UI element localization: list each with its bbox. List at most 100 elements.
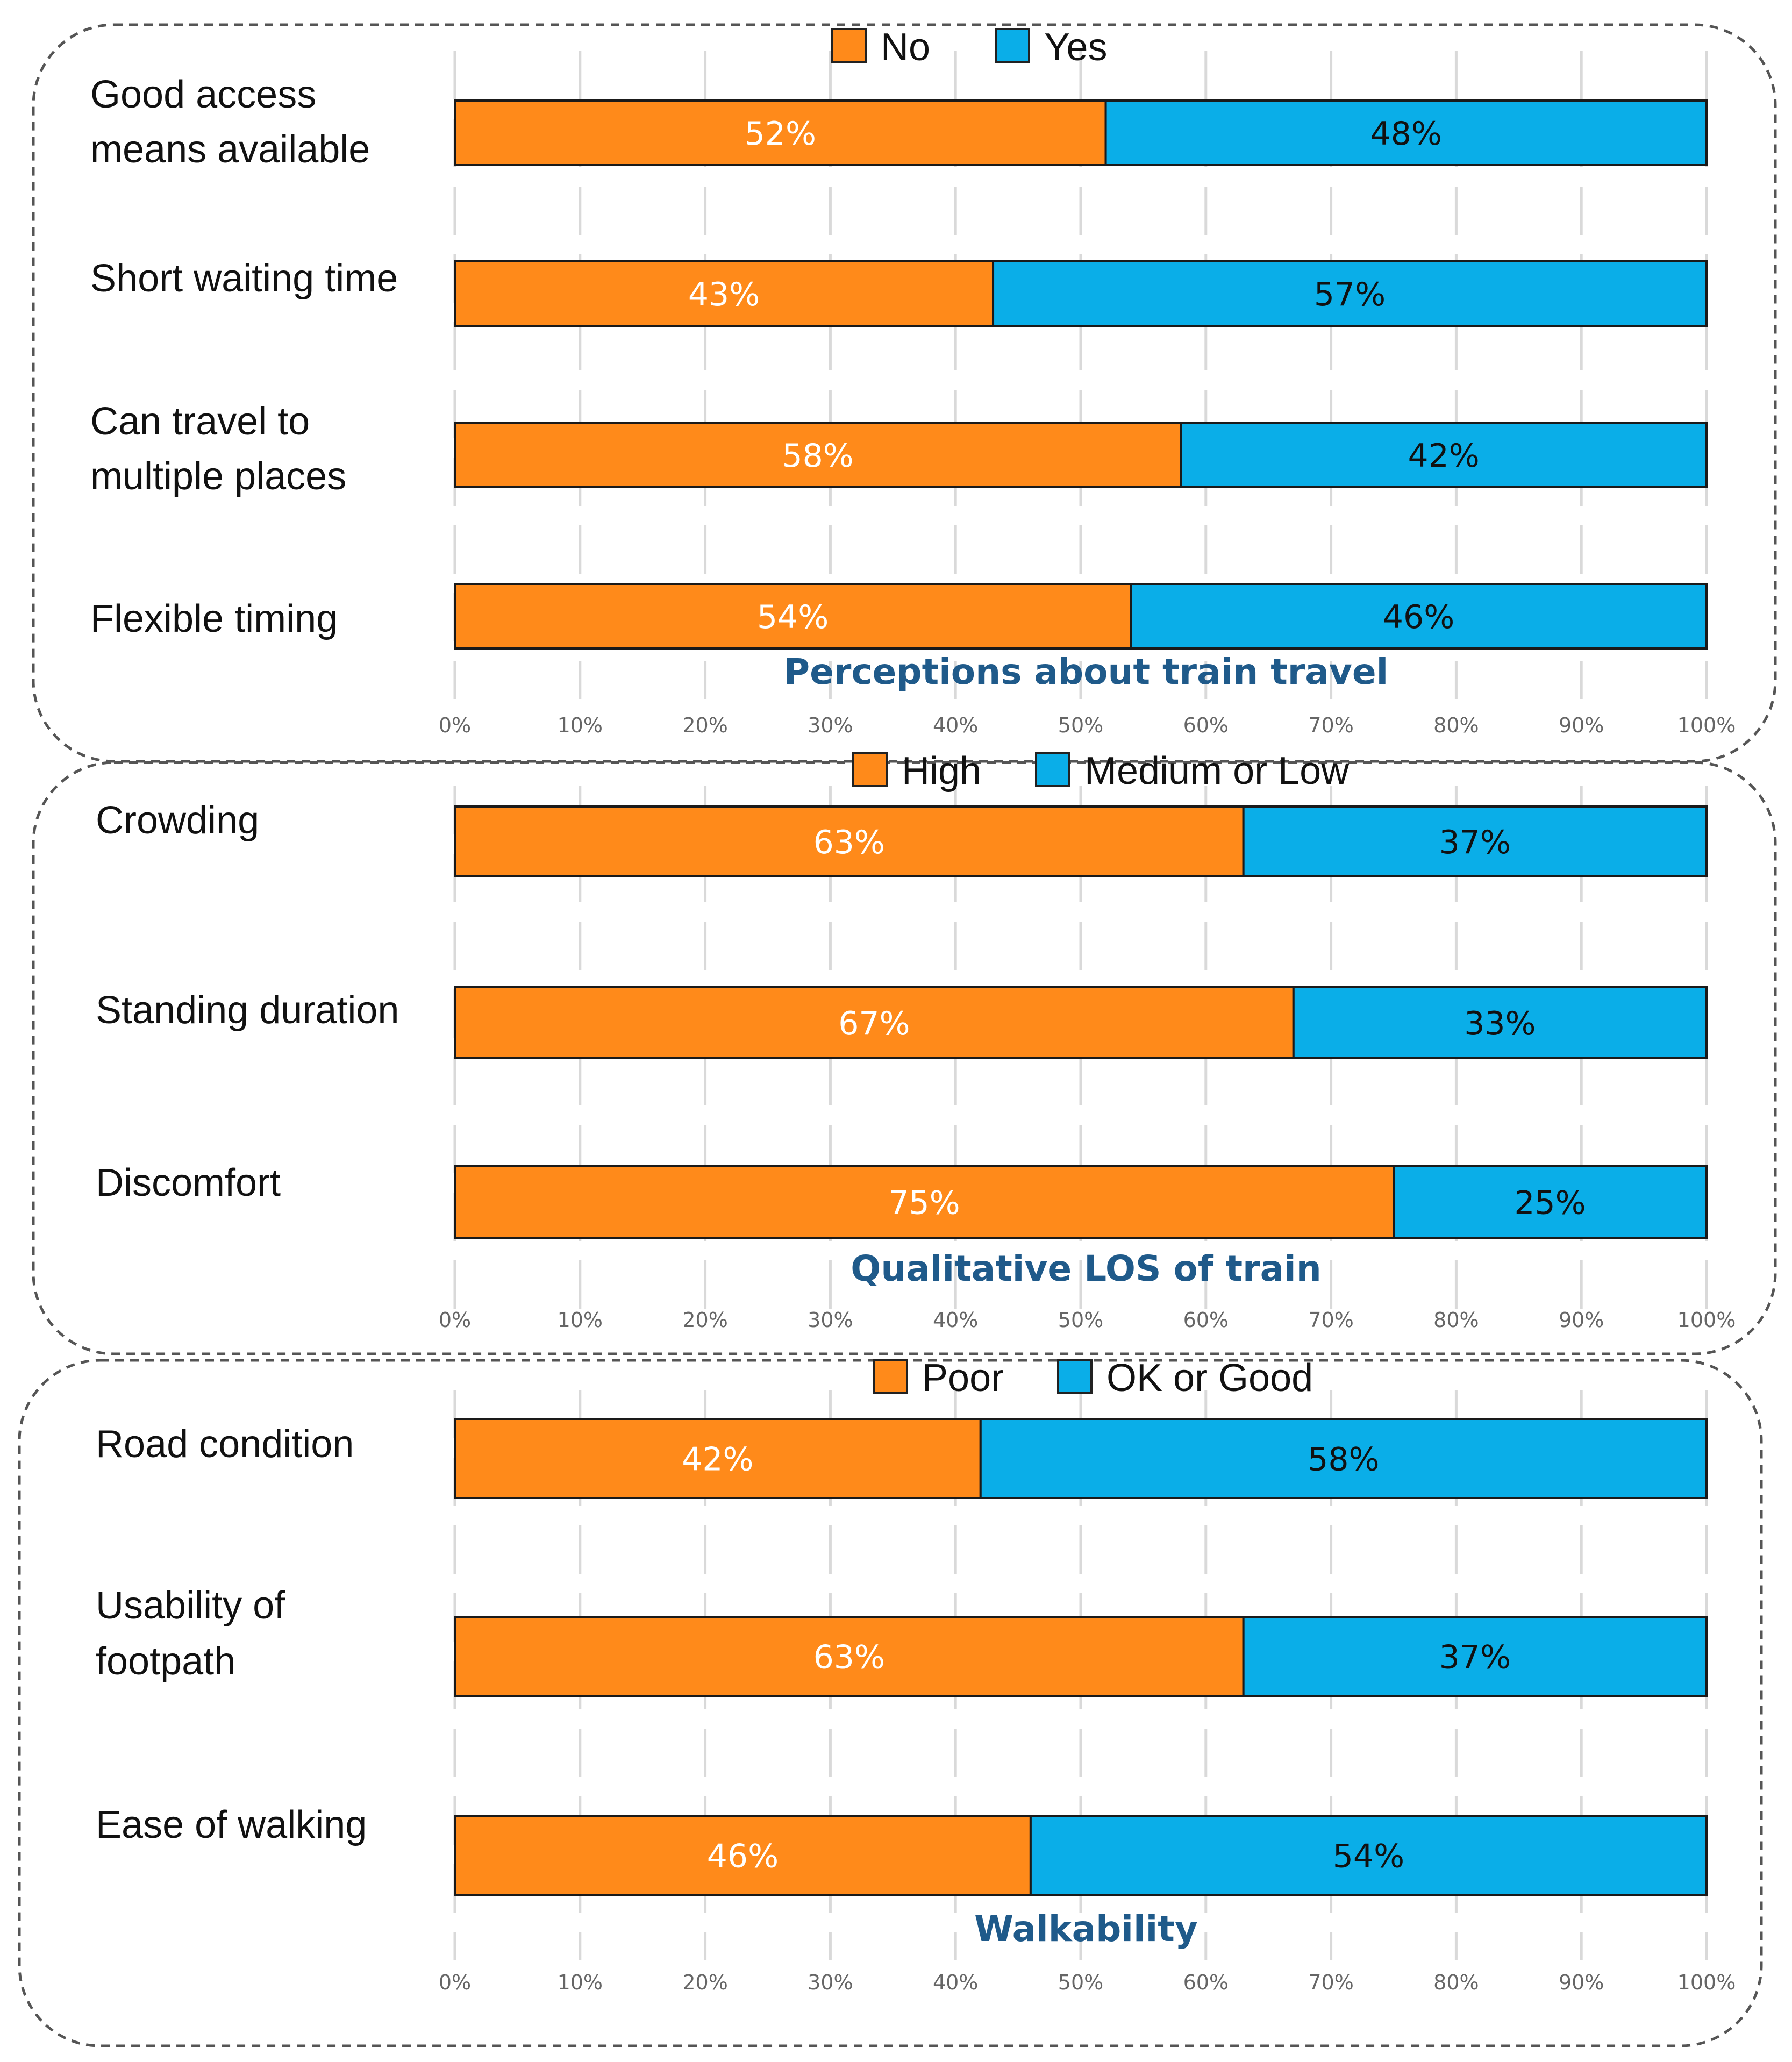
bar-value-label: 33% xyxy=(1464,1005,1536,1043)
bar-segment xyxy=(1130,583,1708,650)
x-tick-label: 0% xyxy=(439,714,471,737)
x-tick-label: 100% xyxy=(1677,714,1736,737)
x-tick-label: 60% xyxy=(1183,1308,1229,1332)
x-tick-label: 0% xyxy=(439,1308,471,1332)
category-label: Flexible timing xyxy=(90,597,338,640)
legend-swatch-no xyxy=(831,28,867,63)
legend-swatch-ok-or-good xyxy=(1057,1359,1093,1394)
bar-value-label: 58% xyxy=(782,437,853,475)
category-label: Standing duration xyxy=(96,989,399,1032)
bar-value-label: 67% xyxy=(838,1005,910,1043)
x-tick-label: 50% xyxy=(1058,1308,1103,1332)
bar-value-label: 46% xyxy=(1383,598,1454,636)
bar-segment xyxy=(992,260,1708,327)
bar-value-label: 58% xyxy=(1308,1441,1379,1479)
bar-segment xyxy=(454,1418,982,1499)
x-tick-label: 40% xyxy=(933,1308,978,1332)
x-tick-label: 90% xyxy=(1559,714,1604,737)
x-tick-label: 40% xyxy=(933,1971,978,1994)
x-tick-label: 50% xyxy=(1058,714,1103,737)
legend-label: Poor xyxy=(922,1357,1004,1400)
x-tick-label: 10% xyxy=(558,1971,603,1994)
bar-value-label: 57% xyxy=(1314,276,1386,313)
bar-value-label: 37% xyxy=(1439,824,1511,861)
x-tick-label: 70% xyxy=(1308,714,1353,737)
bar-value-label: 42% xyxy=(682,1441,753,1479)
bar-segment xyxy=(454,1165,1395,1239)
legend-swatch-poor xyxy=(873,1359,908,1394)
bar-segment xyxy=(454,805,1245,877)
category-label: Can travel to xyxy=(90,400,310,443)
x-tick-label: 10% xyxy=(558,1308,603,1332)
category-label: Good access xyxy=(90,73,316,116)
legend-swatch-medium-or-low xyxy=(1035,752,1070,787)
bar-segment xyxy=(1104,99,1708,166)
legend-swatch-high xyxy=(852,752,888,787)
bar-value-label: 25% xyxy=(1514,1185,1586,1222)
bar-value-label: 75% xyxy=(888,1185,960,1222)
category-label: Road condition xyxy=(96,1423,354,1466)
bar-value-label: 63% xyxy=(813,824,885,861)
x-tick-label: 30% xyxy=(808,1308,853,1332)
x-tick-label: 20% xyxy=(682,714,727,737)
x-tick-label: 60% xyxy=(1183,714,1229,737)
x-tick-label: 30% xyxy=(808,714,853,737)
bar-value-label: 52% xyxy=(745,115,816,153)
category-label: Discomfort xyxy=(96,1161,281,1204)
bar-segment xyxy=(454,99,1107,166)
chart-title: Perceptions about train travel xyxy=(784,651,1388,693)
x-tick-label: 60% xyxy=(1183,1971,1229,1994)
x-tick-label: 0% xyxy=(439,1971,471,1994)
legend-swatch-yes xyxy=(995,28,1030,63)
x-tick-label: 90% xyxy=(1559,1308,1604,1332)
bar-segment xyxy=(454,1616,1245,1697)
x-tick-label: 10% xyxy=(558,714,603,737)
x-tick-label: 40% xyxy=(933,714,978,737)
panel-frame xyxy=(32,761,1777,1355)
x-tick-label: 30% xyxy=(808,1971,853,1994)
bar-value-label: 48% xyxy=(1370,115,1442,153)
chart-panel-2: 0% 10% 20% 30% 40% 50% 60% 70% 80% 90% 100% High Med… xyxy=(32,750,1777,1355)
chart-title: Qualitative LOS of train xyxy=(851,1248,1322,1289)
bar-value-label: 54% xyxy=(1333,1838,1404,1875)
category-label: footpath xyxy=(96,1640,235,1683)
x-tick-label: 70% xyxy=(1308,1308,1353,1332)
x-tick-label: 100% xyxy=(1677,1971,1736,1994)
x-tick-label: 80% xyxy=(1433,1308,1479,1332)
bar-value-label: 43% xyxy=(688,276,760,313)
x-tick-label: 50% xyxy=(1058,1971,1103,1994)
x-tick-label: 70% xyxy=(1308,1971,1353,1994)
x-tick-label: 80% xyxy=(1433,1971,1479,1994)
x-tick-label: 100% xyxy=(1677,1308,1736,1332)
legend-label: No xyxy=(881,26,930,69)
category-label: Ease of walking xyxy=(96,1803,367,1846)
bar-value-label: 54% xyxy=(757,598,829,636)
x-tick-label: 80% xyxy=(1433,714,1479,737)
bar-segment xyxy=(454,260,995,327)
bar-segment xyxy=(454,1815,1032,1896)
bar-segment xyxy=(1393,1165,1708,1239)
bar-segment xyxy=(1292,986,1708,1059)
bar-value-label: 37% xyxy=(1439,1639,1511,1676)
category-label: multiple places xyxy=(90,455,346,498)
bar-segment xyxy=(1242,805,1708,877)
category-label: Short waiting time xyxy=(90,257,398,300)
bar-segment xyxy=(1242,1616,1708,1697)
legend-label: OK or Good xyxy=(1106,1357,1313,1400)
bar-segment xyxy=(454,583,1132,650)
x-tick-label: 20% xyxy=(682,1308,727,1332)
bar-value-label: 42% xyxy=(1408,437,1479,475)
x-tick-label: 20% xyxy=(682,1971,727,1994)
x-tick-label: 90% xyxy=(1559,1971,1604,1994)
category-label: Usability of xyxy=(96,1584,285,1627)
bar-value-label: 46% xyxy=(707,1838,779,1875)
category-label: means available xyxy=(90,128,370,171)
category-label: Crowding xyxy=(96,799,259,842)
chart-panel-1: 0% 10% 20% 30% 40% 50% 60% 70% 80% 90% 100% No Yes 52… xyxy=(32,23,1777,763)
bar-segment xyxy=(979,1418,1708,1499)
chart-title: Walkability xyxy=(974,1908,1198,1950)
bar-segment xyxy=(1180,422,1708,488)
bar-segment xyxy=(454,422,1182,488)
legend-label: Yes xyxy=(1044,26,1107,69)
